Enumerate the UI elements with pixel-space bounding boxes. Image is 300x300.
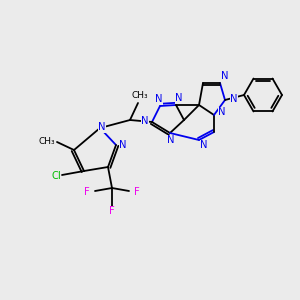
Text: N: N	[119, 140, 127, 150]
Text: CH₃: CH₃	[132, 92, 148, 100]
Text: F: F	[109, 206, 115, 216]
Text: N: N	[221, 71, 229, 81]
Text: N: N	[230, 94, 238, 104]
Text: F: F	[84, 187, 90, 197]
Text: N: N	[141, 116, 149, 126]
Text: N: N	[155, 94, 163, 104]
Text: N: N	[175, 93, 183, 103]
Text: Cl: Cl	[51, 171, 61, 181]
Text: N: N	[98, 122, 106, 132]
Text: N: N	[200, 140, 208, 150]
Text: N: N	[167, 135, 175, 145]
Text: F: F	[134, 187, 140, 197]
Text: CH₃: CH₃	[39, 136, 55, 146]
Text: N: N	[218, 107, 226, 117]
